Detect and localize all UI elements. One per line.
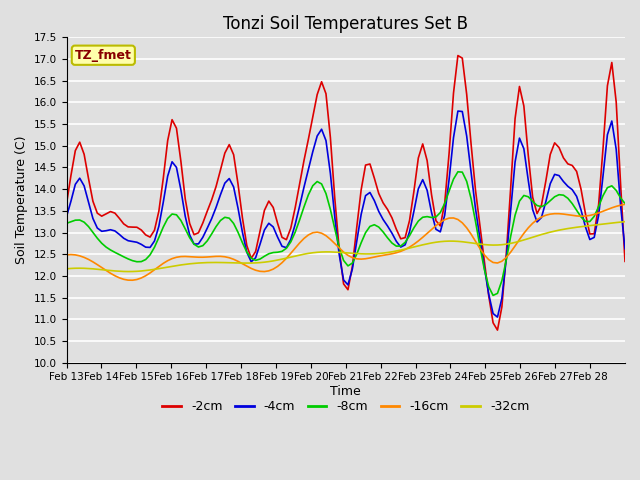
-2cm: [621, 259, 629, 264]
Text: TZ_fmet: TZ_fmet: [75, 48, 132, 62]
-8cm: [454, 169, 461, 175]
-32cm: [547, 229, 554, 235]
Line: -32cm: -32cm: [67, 222, 625, 272]
-4cm: [604, 132, 611, 138]
-8cm: [291, 229, 299, 235]
-8cm: [269, 250, 277, 255]
-4cm: [493, 314, 501, 320]
-32cm: [621, 219, 629, 225]
Line: -8cm: -8cm: [67, 172, 625, 295]
-8cm: [63, 220, 70, 226]
-4cm: [454, 108, 461, 114]
-2cm: [551, 140, 559, 146]
-2cm: [454, 53, 461, 59]
-16cm: [204, 254, 211, 260]
Line: -4cm: -4cm: [67, 111, 625, 317]
-4cm: [551, 171, 559, 177]
-8cm: [621, 201, 629, 206]
-2cm: [269, 204, 277, 210]
-4cm: [291, 221, 299, 227]
-16cm: [621, 202, 629, 207]
-8cm: [489, 292, 497, 298]
-2cm: [63, 201, 70, 206]
-32cm: [204, 260, 211, 265]
Line: -16cm: -16cm: [67, 204, 625, 280]
Line: -2cm: -2cm: [67, 56, 625, 330]
-16cm: [547, 211, 554, 217]
-8cm: [604, 185, 611, 191]
-2cm: [199, 220, 207, 226]
-8cm: [551, 194, 559, 200]
-4cm: [199, 234, 207, 240]
-32cm: [357, 251, 365, 257]
-8cm: [353, 252, 360, 257]
-32cm: [599, 221, 607, 227]
-2cm: [493, 327, 501, 333]
Title: Tonzi Soil Temperatures Set B: Tonzi Soil Temperatures Set B: [223, 15, 468, 33]
-16cm: [599, 208, 607, 214]
Y-axis label: Soil Temperature (C): Soil Temperature (C): [15, 136, 28, 264]
-32cm: [63, 266, 70, 272]
-4cm: [621, 246, 629, 252]
X-axis label: Time: Time: [330, 385, 361, 398]
-16cm: [296, 240, 303, 246]
-2cm: [291, 205, 299, 211]
-32cm: [124, 269, 132, 275]
Legend: -2cm, -4cm, -8cm, -16cm, -32cm: -2cm, -4cm, -8cm, -16cm, -32cm: [157, 395, 534, 418]
-2cm: [604, 83, 611, 89]
-16cm: [357, 256, 365, 262]
-4cm: [269, 224, 277, 230]
-16cm: [63, 252, 70, 258]
-16cm: [274, 264, 282, 269]
-2cm: [353, 224, 360, 230]
-16cm: [129, 277, 136, 283]
-32cm: [296, 252, 303, 258]
-32cm: [274, 257, 282, 263]
-8cm: [199, 243, 207, 249]
-4cm: [353, 239, 360, 244]
-4cm: [63, 214, 70, 219]
